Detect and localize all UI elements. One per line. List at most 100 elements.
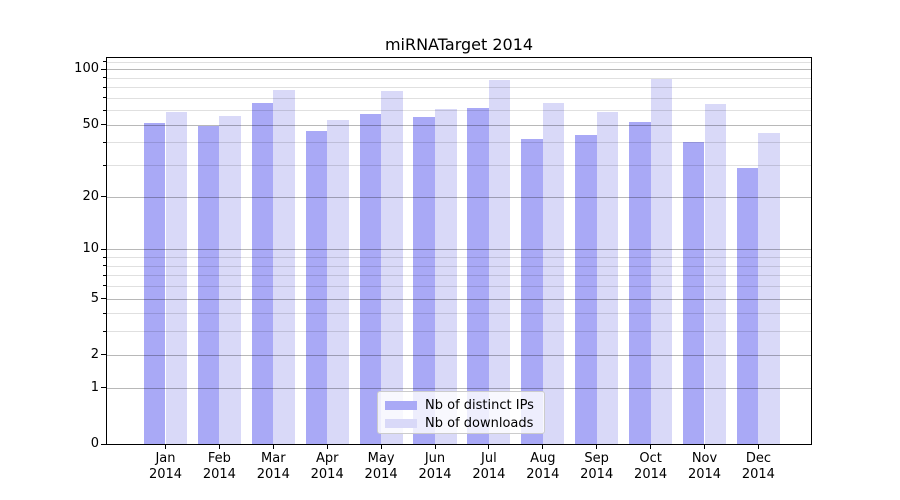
legend: Nb of distinct IPs Nb of downloads [377,391,545,434]
y-minor-tick [103,285,106,287]
y-tick [101,248,106,250]
bar-downloads [704,103,727,444]
gridline-minor [107,275,811,277]
x-tick-label: May 2014 [364,451,398,482]
bar-distinct-ips [197,126,220,444]
y-tick-label: 10 [82,241,99,257]
x-tick [218,445,220,449]
x-tick-label: Jan 2014 [148,451,183,482]
y-tick [101,387,106,389]
gridline-minor [107,97,811,99]
gridline-minor [107,265,811,267]
x-tick [326,445,328,449]
bar-downloads [650,78,673,444]
bar-downloads [327,120,349,444]
bar-distinct-ips [413,117,435,444]
x-tick-label: Sep 2014 [580,451,614,482]
gridline-minor [107,61,811,63]
gridline-minor [107,331,811,333]
gridline-major [107,124,811,126]
bar-downloads [596,111,619,444]
bar-distinct-ips [629,121,651,444]
gridline-minor [107,285,811,287]
bar-downloads [381,91,403,444]
x-tick [165,445,166,449]
legend-swatch-downloads [385,418,417,428]
bar-distinct-ips [736,167,759,444]
y-tick-label: 100 [74,61,99,77]
x-tick-label: Dec 2014 [741,451,775,482]
bar-downloads [435,108,457,444]
y-tick [101,298,106,299]
y-tick [101,443,106,445]
y-tick [101,354,106,356]
bar-distinct-ips [682,142,705,444]
gridline-major [107,354,811,356]
bar-distinct-ips [305,131,328,444]
y-minor-tick [103,164,106,166]
x-tick [650,445,652,449]
gridline-minor [107,110,811,112]
y-tick [101,124,106,126]
gridline-minor [107,165,811,167]
gridline-minor [107,257,811,259]
x-tick [272,445,274,449]
y-minor-tick [103,141,106,143]
bar-distinct-ips [251,102,274,444]
y-tick-label: 20 [82,188,99,204]
legend-row: Nb of downloads [385,414,537,432]
gridline-minor [107,313,811,315]
y-minor-tick [103,265,106,267]
x-tick [380,445,382,449]
y-minor-tick [103,61,106,63]
legend-swatch-distinct-ips [385,400,417,410]
bar-distinct-ips [143,123,166,444]
chart-title: miRNATarget 2014 [384,35,534,54]
x-tick [757,445,759,449]
y-minor-tick [103,312,106,314]
plot-area [106,57,812,445]
y-minor-tick [103,97,106,99]
y-minor-tick [103,86,106,88]
bar-distinct-ips [521,138,543,444]
x-tick-label: Aug 2014 [526,451,560,482]
y-minor-tick [103,274,106,276]
y-tick-label: 1 [90,379,99,395]
y-tick [101,196,106,198]
bar-distinct-ips [575,134,597,444]
bar-downloads [165,111,188,444]
y-tick-label: 0 [90,436,99,451]
x-tick-label: Nov 2014 [687,451,722,482]
legend-label-distinct-ips: Nb of distinct IPs [425,397,534,413]
bar-downloads [488,79,511,444]
bar-distinct-ips [467,107,489,444]
gridline-major [107,69,811,71]
gridline-minor [107,142,811,144]
gridline-major [107,196,811,198]
x-tick-label: Feb 2014 [202,451,236,482]
gridline-major [107,387,811,389]
bar-downloads [219,115,241,444]
x-tick [596,445,598,449]
y-minor-tick [103,77,106,79]
y-tick-label: 5 [90,290,99,306]
bar-downloads [542,102,565,444]
gridline-minor [107,77,811,79]
x-tick [488,445,490,449]
x-tick-label: Jun 2014 [418,451,452,482]
x-tick-label: Mar 2014 [256,451,290,482]
gridline-minor [107,87,811,89]
x-tick-label: Apr 2014 [310,451,344,482]
x-tick [434,445,436,449]
bar-downloads [758,133,780,444]
x-tick-label: Oct 2014 [634,451,668,482]
y-minor-tick [103,330,106,332]
y-minor-tick [103,109,106,111]
y-tick [101,68,106,70]
legend-label-downloads: Nb of downloads [425,415,534,431]
x-tick [704,445,705,449]
legend-row: Nb of distinct IPs [385,396,537,414]
x-tick [542,445,544,449]
bar-downloads [273,90,295,444]
